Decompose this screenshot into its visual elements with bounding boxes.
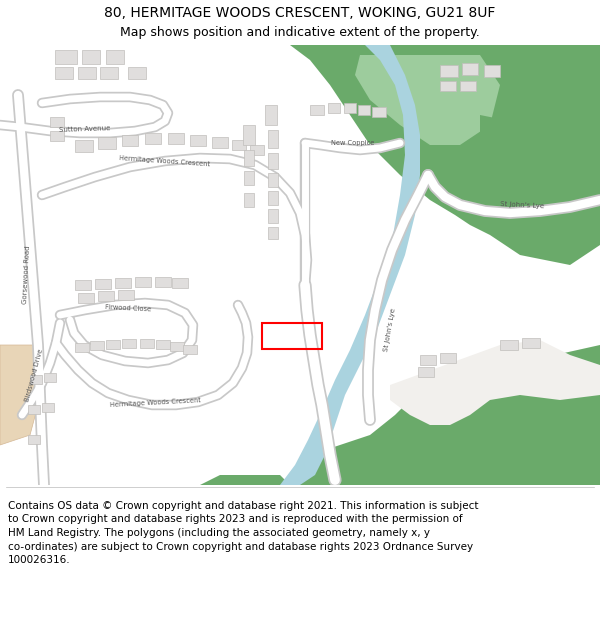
Polygon shape — [390, 340, 600, 425]
FancyBboxPatch shape — [183, 345, 197, 354]
Text: HM Land Registry. The polygons (including the associated geometry, namely x, y: HM Land Registry. The polygons (includin… — [8, 528, 430, 538]
Polygon shape — [200, 475, 290, 485]
FancyBboxPatch shape — [440, 353, 456, 363]
FancyBboxPatch shape — [106, 50, 124, 64]
FancyBboxPatch shape — [122, 339, 136, 348]
FancyBboxPatch shape — [268, 209, 278, 223]
Text: St John's Lye: St John's Lye — [500, 201, 544, 209]
Text: to Crown copyright and database rights 2023 and is reproduced with the permissio: to Crown copyright and database rights 2… — [8, 514, 463, 524]
FancyBboxPatch shape — [82, 50, 100, 64]
FancyBboxPatch shape — [145, 133, 161, 144]
Text: Hermitage Woods Crescent: Hermitage Woods Crescent — [109, 398, 200, 408]
FancyBboxPatch shape — [420, 355, 436, 365]
FancyBboxPatch shape — [75, 343, 89, 352]
FancyBboxPatch shape — [268, 130, 278, 148]
FancyBboxPatch shape — [156, 340, 170, 349]
FancyBboxPatch shape — [460, 81, 476, 91]
FancyBboxPatch shape — [28, 405, 40, 414]
FancyBboxPatch shape — [122, 135, 138, 146]
Polygon shape — [355, 55, 500, 145]
FancyBboxPatch shape — [232, 140, 246, 150]
FancyBboxPatch shape — [244, 171, 254, 185]
FancyBboxPatch shape — [462, 63, 478, 75]
FancyBboxPatch shape — [55, 67, 73, 79]
FancyBboxPatch shape — [212, 137, 228, 148]
FancyBboxPatch shape — [190, 135, 206, 146]
FancyBboxPatch shape — [30, 375, 42, 384]
Text: 100026316.: 100026316. — [8, 555, 71, 565]
FancyBboxPatch shape — [344, 103, 356, 113]
FancyBboxPatch shape — [243, 125, 255, 145]
FancyBboxPatch shape — [155, 277, 171, 287]
FancyBboxPatch shape — [268, 173, 278, 187]
Polygon shape — [0, 345, 40, 445]
FancyBboxPatch shape — [172, 278, 188, 288]
FancyBboxPatch shape — [95, 279, 111, 289]
FancyBboxPatch shape — [310, 105, 324, 115]
FancyBboxPatch shape — [55, 50, 77, 64]
FancyBboxPatch shape — [42, 403, 54, 412]
FancyBboxPatch shape — [50, 117, 64, 127]
Text: co-ordinates) are subject to Crown copyright and database rights 2023 Ordnance S: co-ordinates) are subject to Crown copyr… — [8, 541, 473, 551]
Polygon shape — [290, 345, 600, 485]
FancyBboxPatch shape — [98, 137, 116, 149]
FancyBboxPatch shape — [265, 105, 277, 125]
Text: Map shows position and indicative extent of the property.: Map shows position and indicative extent… — [120, 26, 480, 39]
FancyBboxPatch shape — [115, 278, 131, 288]
Text: New Coppice: New Coppice — [331, 140, 374, 146]
FancyBboxPatch shape — [484, 65, 500, 77]
FancyBboxPatch shape — [418, 367, 434, 377]
FancyBboxPatch shape — [440, 65, 458, 77]
Text: Birdswood Drive: Birdswood Drive — [24, 348, 44, 402]
FancyBboxPatch shape — [250, 145, 264, 155]
Polygon shape — [280, 45, 420, 485]
Text: Sutton Avenue: Sutton Avenue — [59, 125, 111, 133]
Polygon shape — [290, 45, 600, 265]
Bar — [262, 323, 322, 349]
FancyBboxPatch shape — [522, 338, 540, 348]
FancyBboxPatch shape — [118, 290, 134, 300]
FancyBboxPatch shape — [500, 340, 518, 350]
Text: St John's Lye: St John's Lye — [383, 308, 397, 352]
FancyBboxPatch shape — [244, 193, 254, 207]
FancyBboxPatch shape — [268, 191, 278, 205]
FancyBboxPatch shape — [100, 67, 118, 79]
FancyBboxPatch shape — [358, 105, 370, 115]
FancyBboxPatch shape — [244, 150, 254, 166]
Text: Hermitage Woods Crescent: Hermitage Woods Crescent — [119, 155, 211, 167]
FancyBboxPatch shape — [268, 227, 278, 239]
Polygon shape — [480, 115, 560, 195]
Text: Gorsewood Road: Gorsewood Road — [22, 246, 32, 304]
FancyBboxPatch shape — [372, 107, 386, 117]
FancyBboxPatch shape — [170, 342, 184, 351]
FancyBboxPatch shape — [128, 67, 146, 79]
Text: 80, HERMITAGE WOODS CRESCENT, WOKING, GU21 8UF: 80, HERMITAGE WOODS CRESCENT, WOKING, GU… — [104, 6, 496, 19]
FancyBboxPatch shape — [75, 140, 93, 152]
FancyBboxPatch shape — [78, 293, 94, 303]
FancyBboxPatch shape — [140, 339, 154, 348]
FancyBboxPatch shape — [135, 277, 151, 287]
FancyBboxPatch shape — [50, 131, 64, 141]
FancyBboxPatch shape — [78, 67, 96, 79]
FancyBboxPatch shape — [268, 153, 278, 169]
Text: Contains OS data © Crown copyright and database right 2021. This information is : Contains OS data © Crown copyright and d… — [8, 501, 479, 511]
FancyBboxPatch shape — [44, 373, 56, 382]
FancyBboxPatch shape — [75, 280, 91, 290]
FancyBboxPatch shape — [168, 133, 184, 144]
FancyBboxPatch shape — [90, 341, 104, 350]
FancyBboxPatch shape — [106, 340, 120, 349]
FancyBboxPatch shape — [328, 103, 340, 113]
FancyBboxPatch shape — [98, 291, 114, 301]
Text: Firwood Close: Firwood Close — [105, 304, 151, 312]
FancyBboxPatch shape — [440, 81, 456, 91]
FancyBboxPatch shape — [28, 435, 40, 444]
